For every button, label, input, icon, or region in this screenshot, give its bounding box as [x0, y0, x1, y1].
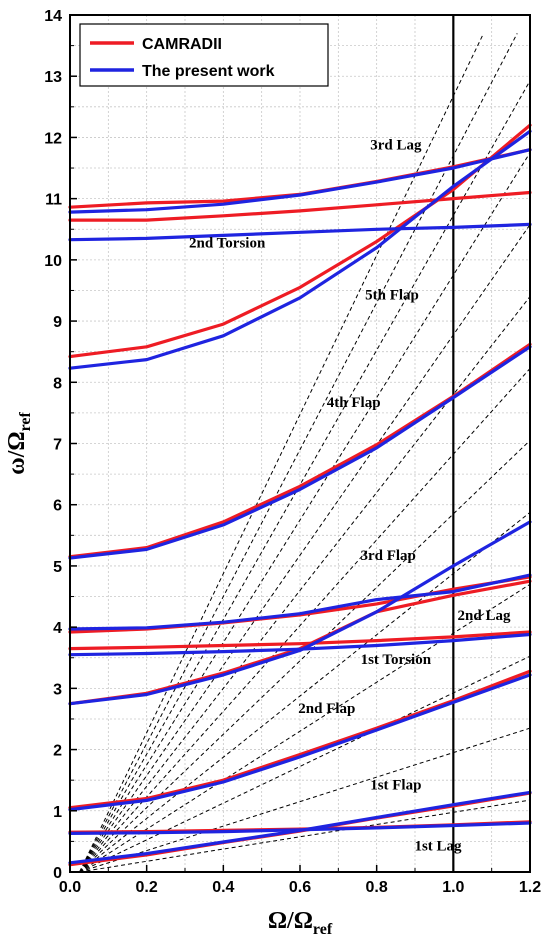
per-rev-line	[79, 152, 531, 873]
mode-label: 5th Flap	[365, 288, 419, 304]
y-axis-label-sub: ref	[17, 411, 34, 431]
legend-box	[79, 23, 329, 87]
x-tick-label: 0.2	[136, 879, 158, 896]
curve-1st-flap	[68, 790, 532, 865]
x-axis-label: Ω/Ωref	[268, 908, 333, 938]
per-rev-line	[79, 727, 531, 873]
y-tick-label: 6	[53, 498, 62, 515]
x-tick-label: 0.0	[59, 879, 81, 896]
mode-label: 3rd Flap	[360, 548, 415, 564]
legend-entry: The present work	[142, 63, 275, 80]
curve-2nd-lag	[68, 520, 532, 706]
y-tick-label: 7	[53, 437, 62, 454]
x-tick-label: 0.8	[366, 879, 388, 896]
y-axis-label: ω/Ωref	[4, 411, 34, 474]
curve-4th-flap	[68, 123, 532, 359]
per-rev-line	[79, 583, 531, 873]
mode-label: 1st Lag	[414, 839, 462, 855]
curve-2nd-flap	[68, 669, 532, 810]
per-rev-line	[79, 296, 531, 873]
mode-label: 4th Flap	[327, 395, 381, 411]
y-tick-label: 5	[53, 559, 62, 576]
y-tick-label: 0	[53, 865, 62, 882]
curve-2nd-torsion	[68, 190, 532, 222]
mode-label: 1st Flap	[370, 777, 421, 793]
x-tick-label: 0.6	[289, 879, 311, 896]
y-tick-label: 12	[44, 130, 62, 147]
legend: CAMRADII The present work	[79, 23, 329, 87]
series-present-work	[68, 129, 532, 865]
per-rev-line	[79, 34, 484, 873]
y-tick-label: 1	[53, 804, 62, 821]
curve-2nd-torsion	[68, 222, 532, 242]
y-tick-label: 10	[44, 253, 62, 270]
legend-entry: CAMRADII	[142, 36, 222, 53]
axis-ticks: 0.0 0.2 0.4 0.6 0.8 1.0 1.20123456789101112131…	[44, 8, 541, 896]
mode-label: 2nd Torsion	[189, 236, 266, 252]
x-axis-label-sub: ref	[313, 921, 333, 938]
y-tick-label: 9	[53, 314, 62, 331]
x-tick-label: 0.4	[212, 879, 234, 896]
curve-3rd-flap	[68, 573, 532, 631]
y-tick-label: 13	[44, 69, 62, 86]
per-rev-line	[79, 440, 531, 873]
x-axis-label-main: Ω/Ω	[268, 908, 313, 934]
data-curves	[68, 123, 532, 867]
y-tick-label: 4	[53, 620, 62, 637]
per-rev-line	[79, 799, 531, 873]
per-rev-line	[79, 368, 531, 873]
mode-label: 2nd Flap	[298, 701, 355, 717]
y-tick-label: 11	[45, 192, 62, 209]
mode-labels: 3rd Lag 2nd Torsion 5th Flap 4th Flap 3rd Fl…	[189, 138, 511, 855]
per-rev-line	[79, 224, 531, 873]
curve-2nd-flap	[68, 673, 532, 812]
y-tick-label: 2	[53, 743, 62, 760]
x-tick-label: 1.2	[519, 879, 541, 896]
per-rev-line	[79, 33, 518, 873]
curve-2nd-lag	[68, 630, 532, 651]
grid	[69, 14, 531, 873]
mode-label: 3rd Lag	[370, 138, 422, 154]
curve-3rd-flap-upper-	[68, 345, 532, 560]
x-tick-label: 1.0	[442, 879, 464, 896]
y-tick-label: 8	[53, 375, 62, 392]
curve-4th-flap	[68, 129, 532, 370]
per-rev-line	[79, 80, 531, 873]
curve-3rd-lag	[68, 148, 532, 214]
y-tick-label: 14	[44, 8, 62, 25]
mode-label: 2nd Lag	[458, 608, 511, 624]
y-axis-label-main: ω/Ω	[4, 431, 30, 474]
per-rev-line	[79, 655, 531, 873]
per-rev-lines	[79, 33, 531, 873]
mode-label: 1st Torsion	[361, 652, 432, 668]
y-tick-label: 3	[53, 681, 62, 698]
per-rev-line	[79, 511, 531, 873]
